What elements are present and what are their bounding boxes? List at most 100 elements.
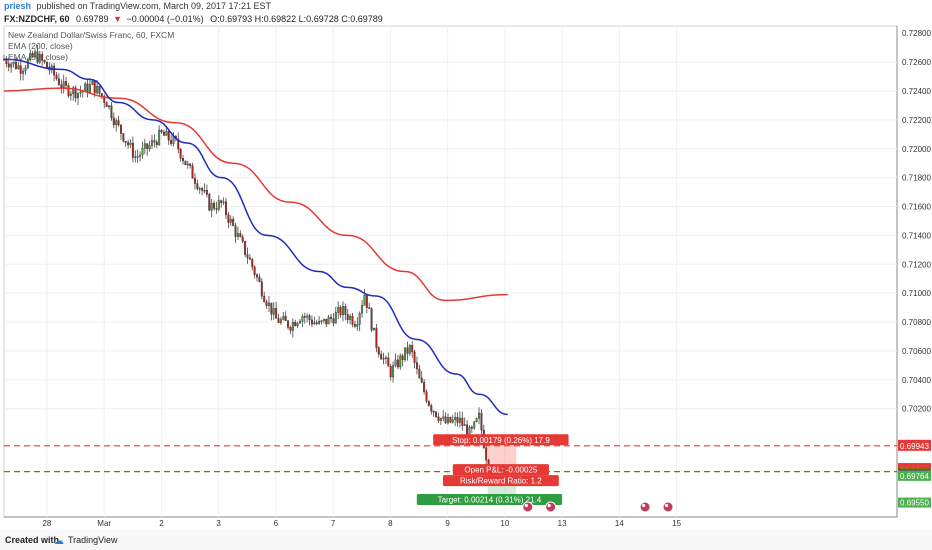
candle-body (361, 305, 364, 314)
risk-reward-label: Risk/Reward Ratio: 1.2 (460, 477, 542, 486)
candle-body (349, 315, 352, 320)
x-tick-label: 8 (388, 519, 393, 528)
candle-body (275, 308, 278, 319)
candle-body (84, 83, 87, 91)
candle-body (315, 322, 318, 324)
candle-body (284, 316, 287, 321)
footer: Created with ☁ TradingView (0, 530, 932, 550)
candle-body (475, 418, 478, 422)
candle-body (375, 327, 378, 349)
candle-body (425, 391, 428, 402)
candle-body (420, 377, 423, 383)
price-box-label: 0.69550 (900, 499, 929, 508)
ema-lines (3, 58, 508, 416)
candle-body (167, 131, 170, 141)
legend-ema200[interactable]: EMA (200, close) (8, 41, 73, 51)
candle-body (122, 133, 125, 142)
candle-body (246, 254, 249, 259)
candle-body (382, 357, 385, 360)
event-marker-highlight (547, 503, 551, 508)
candle-body (310, 319, 313, 325)
publisher-name[interactable]: priesh (4, 1, 31, 11)
chart-legend: New Zealand Dollar/Swiss Franc, 60, FXCM… (8, 30, 174, 62)
candle-body (449, 416, 452, 423)
y-tick-label: 0.72600 (902, 58, 931, 67)
footer-created: Created with (5, 535, 59, 545)
candle-body (69, 93, 72, 96)
candle-body (294, 321, 297, 327)
candle-body (203, 190, 206, 192)
ema50-line (3, 58, 508, 416)
y-tick-label: 0.71600 (902, 203, 931, 212)
candle-body (325, 318, 328, 325)
candle-body (466, 424, 469, 436)
candle-body (447, 416, 449, 424)
candle-body (7, 63, 10, 68)
event-marker-icon[interactable] (522, 501, 534, 513)
candle-body (141, 147, 144, 156)
candle-body (139, 154, 142, 157)
event-marker-icon[interactable] (639, 501, 651, 513)
candle-body (265, 301, 268, 306)
candle-body (162, 131, 165, 136)
candle-body (251, 259, 254, 268)
candle-body (196, 183, 199, 189)
candle-body (148, 145, 151, 150)
candle-body (134, 156, 137, 158)
horizontal-lines (4, 445, 897, 473)
candle-body (29, 53, 32, 60)
candle-body (437, 416, 440, 421)
candle-body (215, 208, 218, 210)
candle-body (408, 345, 411, 354)
candle-body (160, 130, 163, 133)
x-tick-label: 14 (615, 519, 624, 528)
candle-body (303, 316, 306, 318)
x-axis: 28 Mar 2 3 6 7 8 9 10 13 14 15 (42, 519, 681, 528)
y-tick-label: 0.71400 (902, 231, 931, 240)
candle-body (31, 53, 34, 58)
legend-ema50[interactable]: EMA (50, close) (8, 52, 68, 62)
candle-body (67, 85, 70, 96)
x-tick-label: 9 (445, 519, 450, 528)
price-box (898, 440, 931, 451)
candle-body (96, 85, 99, 94)
candle-body (186, 163, 189, 166)
candle-body (256, 274, 259, 278)
candle-body (358, 312, 361, 325)
candle-body (151, 140, 153, 146)
candle-body (353, 324, 356, 327)
candle-body (363, 294, 366, 306)
candle-body (57, 78, 60, 85)
candle-body (182, 158, 185, 162)
candle-body (313, 322, 316, 325)
candle-body (279, 319, 282, 323)
candle-body (60, 84, 63, 88)
candle-body (291, 321, 294, 331)
event-marker-highlight (642, 503, 646, 508)
candle-body (415, 362, 418, 370)
candle-body (327, 316, 330, 325)
candle-body (227, 214, 230, 223)
event-marker-highlight (524, 503, 528, 508)
y-tick-label: 0.70200 (902, 405, 931, 414)
footer-brand[interactable]: TradingView (68, 535, 118, 545)
candle-body (22, 70, 25, 74)
published-note: published on TradingView.com, March 09, … (37, 1, 272, 11)
candle-body (110, 105, 113, 119)
candle-body (17, 65, 20, 69)
candle-body (341, 306, 344, 316)
event-marker-icon[interactable] (662, 501, 674, 513)
open-pnl-label: Open P&L: -0.00025 (464, 466, 537, 475)
candle-body (320, 320, 323, 322)
candle-body (334, 312, 337, 324)
candle-body (392, 365, 395, 378)
candle-body (86, 83, 89, 93)
candle-body (370, 308, 373, 331)
candle-body (222, 201, 225, 204)
candle-body (153, 140, 156, 143)
event-marker-icon[interactable] (545, 501, 557, 513)
candle-body (105, 102, 108, 107)
target-label: Target: 0.00214 (0.31%) 21.4 (438, 496, 542, 505)
ema200-line (3, 87, 508, 302)
event-markers (522, 501, 674, 513)
